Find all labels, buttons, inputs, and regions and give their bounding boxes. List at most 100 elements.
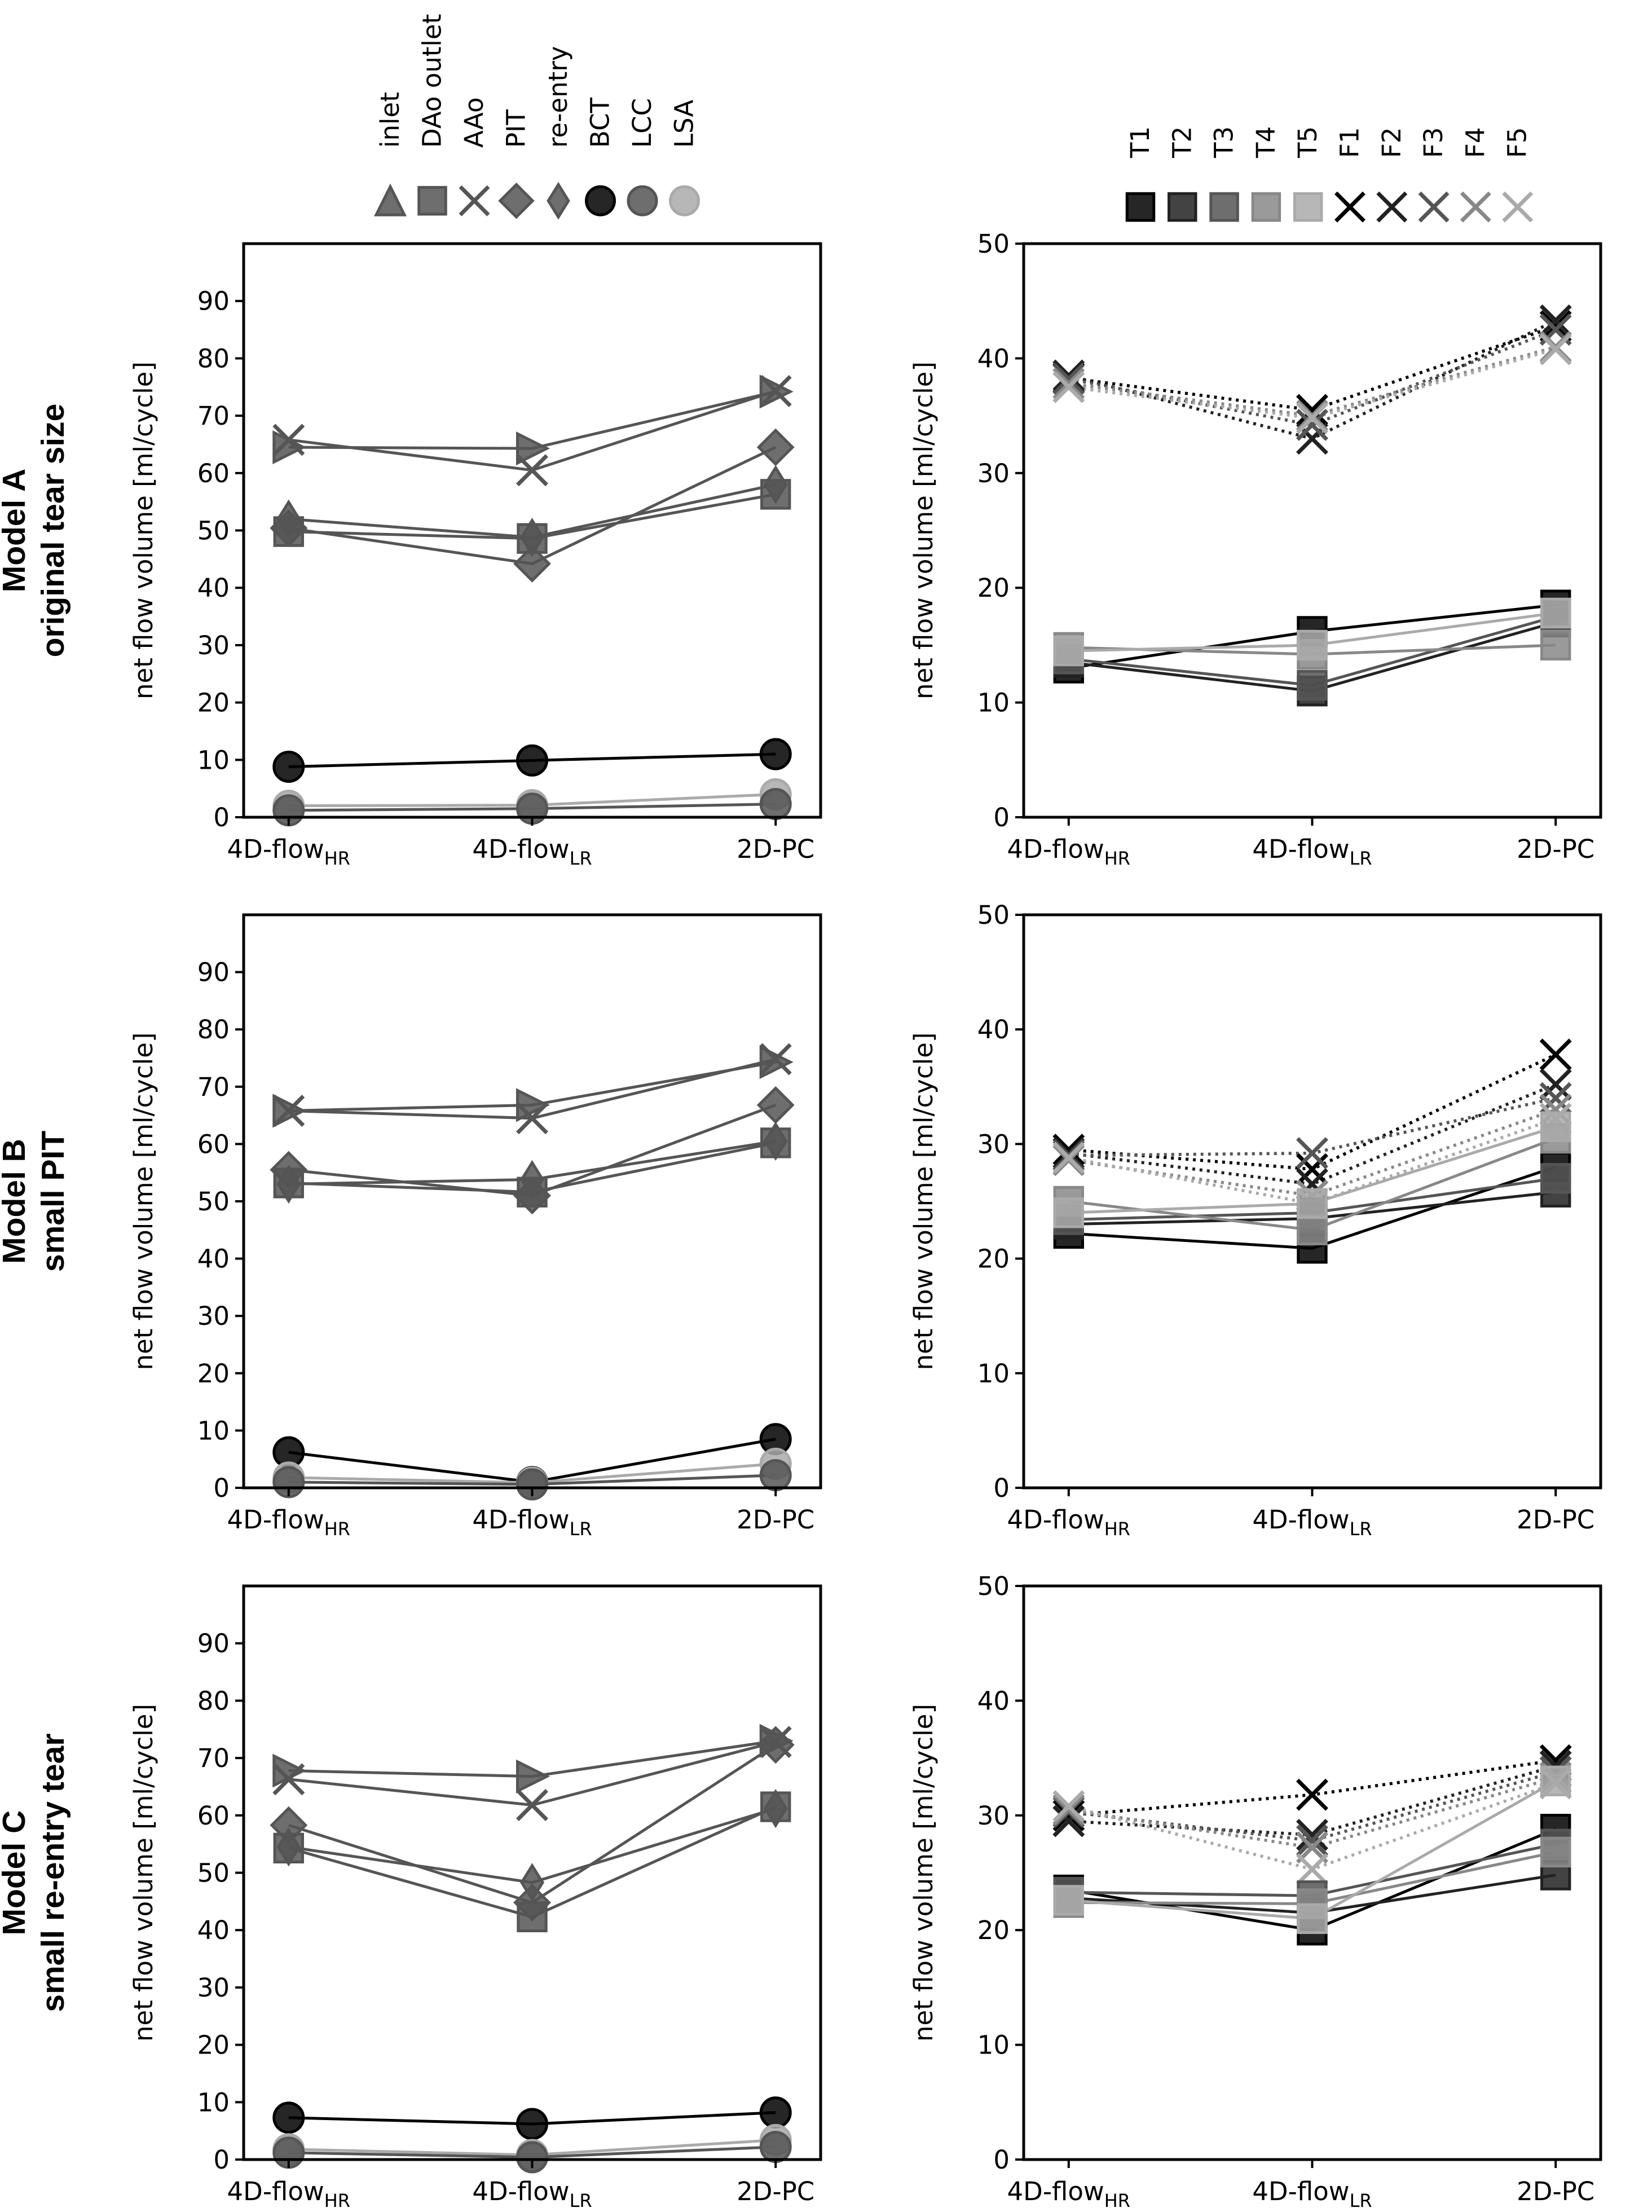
y-tick-label: 50 xyxy=(197,1187,230,1217)
legend-marker-aao xyxy=(459,185,490,217)
legend-label-bct: BCT xyxy=(585,97,615,148)
point-f3-1 xyxy=(1296,1137,1328,1170)
point-aao-0 xyxy=(272,1763,305,1796)
y-tick-label: 0 xyxy=(213,2145,230,2175)
point-dao-outlet-2 xyxy=(760,1791,791,1822)
legend-marker-f5 xyxy=(1502,191,1534,223)
legend-label-f2: F2 xyxy=(1377,127,1407,158)
legend-label-t5: T5 xyxy=(1293,126,1323,158)
x-tick-subscript: HR xyxy=(324,848,350,869)
x-tick-label: 2D-PC xyxy=(737,834,814,864)
legend-marker-lsa xyxy=(669,185,700,217)
x-tick-subscript: LR xyxy=(1350,2190,1372,2211)
point-f5-2 xyxy=(1539,333,1572,365)
x-tick-subscript: HR xyxy=(1104,1518,1130,1540)
x-tick-main: 4D-flow xyxy=(227,1505,324,1535)
x-tick-main: 4D-flow xyxy=(1252,1505,1349,1535)
point-f2-2 xyxy=(1539,1068,1572,1101)
legend-label-t3: T3 xyxy=(1209,126,1239,158)
series-line-f5 xyxy=(1068,1117,1557,1205)
legend-marker-t2 xyxy=(1168,192,1197,222)
x-tick-label: 4D-flowLR xyxy=(472,834,592,869)
x-tick-subscript: LR xyxy=(570,848,592,869)
legend-marker-pit xyxy=(498,182,535,219)
point-dao-outlet-0 xyxy=(273,516,304,547)
y-tick-label: 50 xyxy=(977,900,1010,930)
y-axis-label: net flow volume [ml/cycle] xyxy=(909,1032,939,1370)
legend-label-aao: AAo xyxy=(459,97,489,148)
x-tick-label: 4D-flowLR xyxy=(1252,2176,1372,2211)
y-tick-label: 40 xyxy=(977,343,1010,373)
x-tick-label: 2D-PC xyxy=(1517,2176,1594,2206)
point-inlet-2 xyxy=(759,1045,794,1079)
x-tick-main: 4D-flow xyxy=(1252,834,1349,864)
y-tick-label: 50 xyxy=(977,229,1010,259)
legend-label-t4: T4 xyxy=(1251,126,1281,158)
legend-marker-t4 xyxy=(1251,192,1281,222)
x-tick-label: 2D-PC xyxy=(737,1505,814,1535)
legend-label-f5: F5 xyxy=(1503,127,1532,158)
point-aao-2 xyxy=(759,1043,792,1076)
point-dao-outlet-1 xyxy=(517,523,548,554)
row-label-line: small re-entry tear xyxy=(35,1733,71,2012)
x-tick-main: 4D-flow xyxy=(1007,834,1104,864)
x-tick-main: 2D-PC xyxy=(737,834,814,864)
y-tick-label: 10 xyxy=(977,1359,1010,1389)
legend-label-pit: PIT xyxy=(501,109,531,148)
series-line-f3 xyxy=(1068,1770,1556,1843)
y-axis-label: net flow volume [ml/cycle] xyxy=(909,362,939,699)
point-bct-1 xyxy=(516,744,548,777)
x-tick-label: 4D-flowLR xyxy=(1252,1505,1372,1540)
y-tick-label: 20 xyxy=(977,1915,1010,1945)
point-inlet-1 xyxy=(516,431,550,466)
y-tick-label: 80 xyxy=(197,1015,230,1045)
point-lcc-1 xyxy=(516,1468,548,1501)
x-tick-main: 4D-flow xyxy=(1007,1505,1104,1535)
x-tick-main: 2D-PC xyxy=(1517,834,1594,864)
legend-marker-f2 xyxy=(1376,191,1408,223)
point-aao-1 xyxy=(516,1789,548,1821)
point-lcc-1 xyxy=(516,2141,548,2174)
x-tick-main: 4D-flow xyxy=(472,834,569,864)
point-f1-0 xyxy=(1052,1799,1085,1832)
y-axis-label: net flow volume [ml/cycle] xyxy=(129,1032,158,1370)
legend-label-t1: T1 xyxy=(1125,126,1155,158)
y-tick-label: 90 xyxy=(197,958,230,988)
point-dao-outlet-1 xyxy=(517,1901,548,1933)
legend-marker-t5 xyxy=(1293,192,1323,222)
legend-marker-f4 xyxy=(1460,191,1491,223)
point-f1-1 xyxy=(1296,1778,1328,1811)
point-f2-0 xyxy=(1052,359,1085,392)
legend-locations: inlet DAo outlet AAo PIT re-entry BCT LCC LSA xyxy=(373,14,700,220)
x-tick-main: 2D-PC xyxy=(1517,1505,1594,1535)
series-line-f2 xyxy=(1068,319,1557,440)
point-f5-0 xyxy=(1052,371,1085,403)
point-pit-1 xyxy=(513,545,551,583)
legend-label-t2: T2 xyxy=(1167,126,1197,158)
y-tick-label: 30 xyxy=(197,1973,230,2003)
y-axis-label: net flow volume [ml/cycle] xyxy=(909,1704,939,2042)
y-tick-label: 50 xyxy=(197,516,230,546)
x-tick-main: 4D-flow xyxy=(1252,2176,1349,2206)
point-t5-0 xyxy=(1053,1885,1084,1916)
y-tick-label: 10 xyxy=(197,2087,230,2117)
point-pit-2 xyxy=(756,428,795,466)
series-line-f5 xyxy=(1068,347,1556,420)
point-t3-1 xyxy=(1297,669,1328,701)
y-tick-label: 90 xyxy=(197,287,230,316)
y-tick-label: 40 xyxy=(977,1015,1010,1045)
y-tick-label: 80 xyxy=(197,1686,230,1716)
x-tick-main: 2D-PC xyxy=(737,2176,814,2206)
legend-label-dao-outlet: DAo outlet xyxy=(417,14,447,148)
y-tick-label: 0 xyxy=(993,803,1010,832)
series-line-f4 xyxy=(1068,1776,1556,1849)
series-line-f3 xyxy=(1068,1096,1556,1157)
y-tick-label: 20 xyxy=(197,688,230,718)
point-aao-0 xyxy=(272,424,305,456)
x-tick-subscript: HR xyxy=(324,2190,350,2211)
legend-tears: T1 T2 T3 T4 T5 F1 F2 F3 F4 F5 xyxy=(1125,126,1534,223)
y-tick-label: 30 xyxy=(197,631,230,660)
point-lcc-2 xyxy=(759,2131,792,2163)
